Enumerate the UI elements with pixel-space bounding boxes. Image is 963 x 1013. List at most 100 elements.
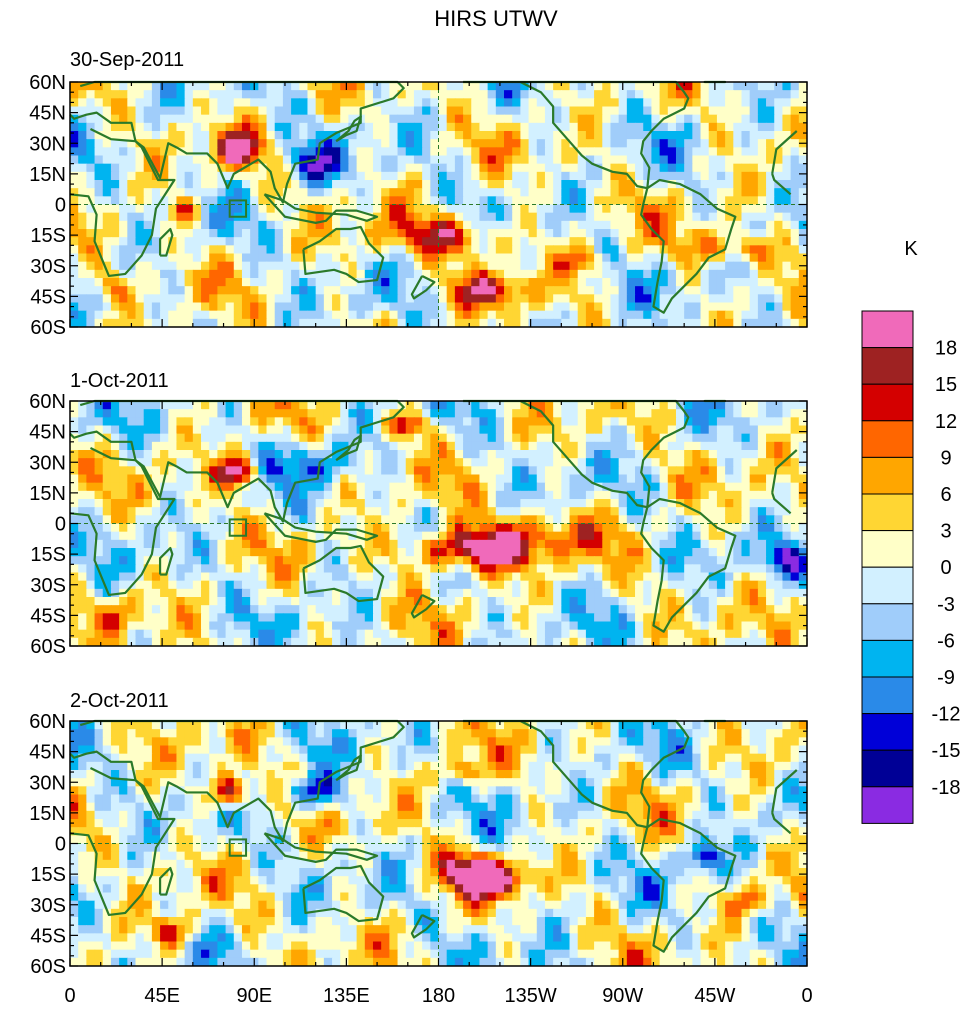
field-cell [577,139,587,148]
field-cell [119,171,128,181]
field-cell [675,318,685,327]
field-cell [610,163,620,173]
field-cell [430,188,440,197]
field-cell [635,531,644,541]
field-cell [774,548,784,557]
field-cell [782,417,792,427]
field-cell [733,180,743,189]
field-cell [757,253,767,263]
field-cell [618,310,628,320]
field-cell [291,212,300,222]
field-cell [250,539,259,549]
region-box [228,199,248,218]
field-cell [504,294,513,304]
field-cell [651,196,661,206]
field-cell [405,131,415,140]
field-cell [102,466,112,476]
field-cell [381,261,390,271]
field-cell [716,212,726,222]
field-cell [119,90,128,99]
field-cell [479,82,489,91]
field-cell [495,286,505,295]
field-cell [700,441,710,451]
field-cell [577,572,587,582]
field-cell [266,220,276,230]
field-cell [520,269,530,279]
field-cell [798,450,807,459]
field-cell [504,82,513,91]
field-cell [438,556,448,565]
field-cell [340,458,350,467]
field-cell [151,122,161,132]
field-cell [291,499,300,508]
field-cell [422,433,431,443]
field-cell [520,122,530,132]
field-cell [217,278,227,287]
field-cell [160,139,169,148]
field-cell [602,425,612,435]
field-cell [315,188,325,197]
field-cell [364,302,374,312]
field-cell [651,82,661,91]
field-cell [618,458,628,467]
field-cell [70,212,79,222]
field-cell [438,278,448,287]
field-cell [258,531,268,541]
field-cell [86,163,96,173]
field-cell [716,278,726,287]
field-cell [725,155,734,165]
field-cell [684,220,693,230]
field-cell [561,458,571,467]
field-cell [266,269,276,279]
field-cell [725,90,734,99]
field-cell [667,204,677,214]
field-cell [716,310,726,320]
field-cell [454,474,464,484]
field-cell [168,237,178,246]
field-cell [184,539,194,549]
field-cell [635,499,644,508]
field-cell [536,106,546,116]
field-cell [602,523,612,533]
field-cell [233,409,243,418]
field-cell [594,131,603,140]
field-cell [626,318,636,327]
field-cell [741,278,751,287]
field-cell [692,261,702,271]
field-cell [569,515,579,525]
field-cell [635,310,644,320]
field-cell [340,474,350,484]
field-cell [119,139,128,148]
field-cell [217,588,227,598]
field-cell [94,318,104,327]
field-cell [626,278,636,287]
field-cell [479,548,489,557]
field-cell [602,278,612,287]
field-cell [192,253,202,263]
field-cell [684,548,693,557]
field-cell [798,147,807,157]
field-cell [151,515,161,525]
field-cell [741,180,751,189]
field-cell [209,531,218,541]
field-cell [553,548,562,557]
field-cell [192,482,202,492]
field-cell [397,188,407,197]
field-cell [585,131,595,140]
field-cell [684,564,693,574]
field-cell [323,122,333,132]
field-cell [397,564,407,574]
field-cell [241,90,251,99]
field-cell [274,564,284,574]
field-cell [504,163,513,173]
field-cell [110,82,120,91]
field-cell [340,147,350,157]
field-cell [307,245,317,255]
field-cell [774,417,784,427]
field-cell [667,474,677,484]
field-cell [749,474,759,484]
field-cell [143,139,153,148]
field-cell [274,466,284,476]
field-cell [495,212,505,222]
field-cell [692,482,702,492]
